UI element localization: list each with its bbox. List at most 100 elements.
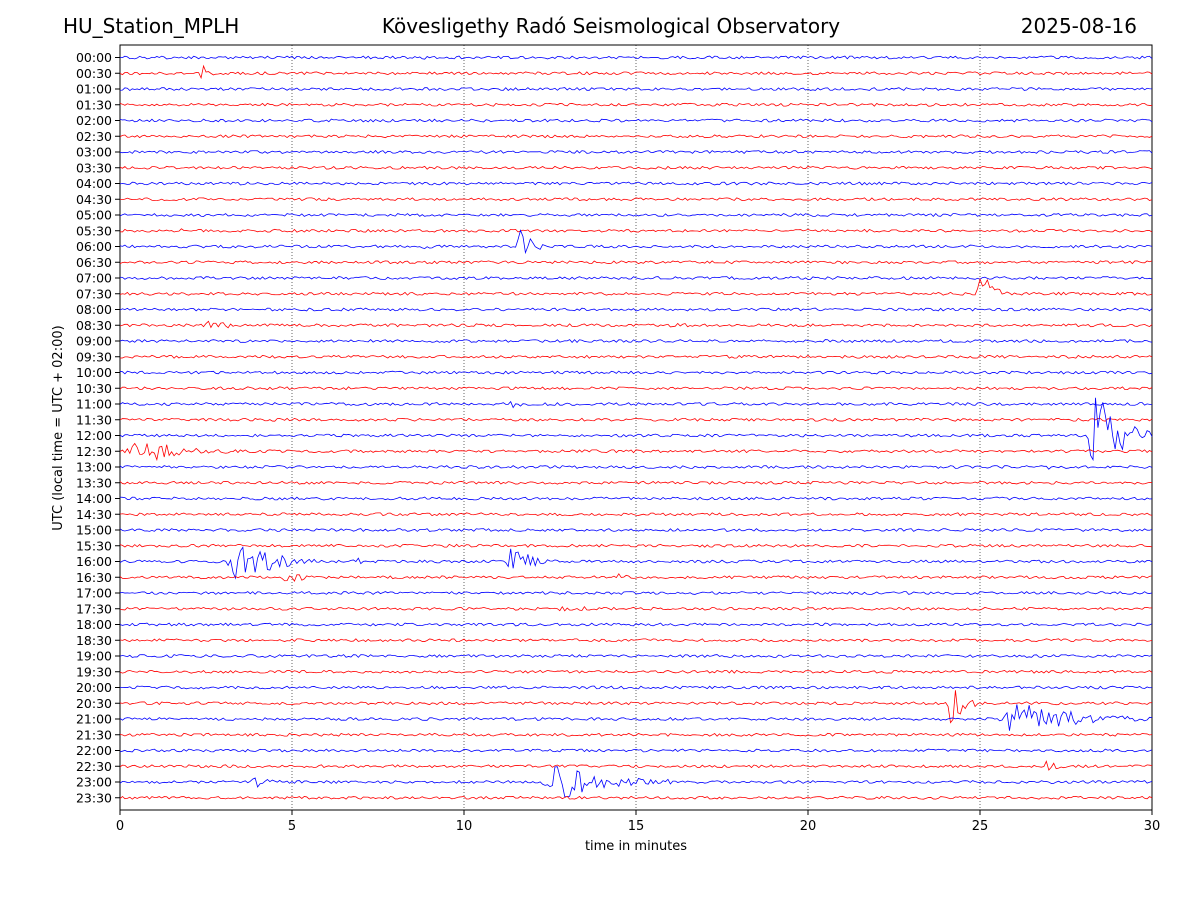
y-tick-label: 17:00 (76, 586, 112, 601)
x-tick-label: 15 (628, 819, 645, 834)
trace-0930 (119, 354, 1153, 359)
trace-2230 (119, 760, 1153, 771)
y-tick-label: 18:30 (76, 633, 112, 648)
y-tick-label: 12:30 (76, 444, 112, 459)
y-tick-label: 04:30 (76, 192, 112, 207)
y-tick-label: 06:00 (76, 239, 112, 254)
y-tick-label: 13:00 (76, 460, 112, 475)
y-tick-label: 05:00 (76, 208, 112, 223)
y-tick-label: 17:30 (76, 601, 112, 616)
trace-2030 (119, 690, 1153, 724)
trace-2130 (119, 732, 1153, 737)
x-tick-label: 0 (116, 819, 124, 834)
trace-1100 (119, 400, 1153, 409)
y-axis: 00:0000:3001:0001:3002:0002:3003:0003:30… (76, 50, 120, 805)
trace-1430 (119, 512, 1153, 517)
trace-0530 (119, 228, 1153, 233)
y-tick-label: 18:00 (76, 617, 112, 632)
trace-0730 (119, 277, 1153, 296)
trace-2000 (119, 685, 1153, 690)
y-tick-label: 11:00 (76, 397, 112, 412)
x-tick-label: 25 (972, 819, 989, 834)
trace-0400 (119, 181, 1153, 186)
y-tick-label: 10:00 (76, 365, 112, 380)
y-tick-label: 06:30 (76, 255, 112, 270)
trace-1630 (119, 573, 1153, 582)
y-tick-label: 03:00 (76, 145, 112, 160)
trace-1300 (119, 465, 1153, 470)
y-tick-label: 21:30 (76, 727, 112, 742)
trace-0600 (119, 229, 1153, 255)
trace-0800 (119, 307, 1153, 312)
trace-1830 (119, 638, 1153, 643)
observatory-title: Kövesligethy Radó Seismological Observat… (381, 14, 841, 38)
trace-0630 (119, 260, 1153, 265)
y-tick-label: 14:30 (76, 507, 112, 522)
trace-2100 (119, 704, 1153, 731)
y-tick-label: 07:00 (76, 271, 112, 286)
x-tick-label: 5 (288, 819, 296, 834)
trace-0130 (119, 102, 1153, 107)
y-tick-label: 13:30 (76, 475, 112, 490)
x-tick-label: 20 (800, 819, 817, 834)
y-tick-label: 15:30 (76, 538, 112, 553)
trace-0300 (119, 150, 1153, 154)
y-tick-label: 07:30 (76, 286, 112, 301)
trace-1600 (119, 546, 1153, 580)
y-tick-label: 05:30 (76, 223, 112, 238)
trace-0830 (119, 320, 1153, 329)
date-title: 2025-08-16 (1020, 14, 1137, 38)
trace-0700 (119, 276, 1153, 280)
x-axis-label: time in minutes (585, 839, 687, 854)
trace-0430 (119, 197, 1153, 202)
y-axis-label: UTC (local time = UTC + 02:00) (51, 325, 66, 530)
x-tick-label: 30 (1144, 819, 1161, 834)
trace-2330 (119, 795, 1153, 800)
y-tick-label: 15:00 (76, 523, 112, 538)
grid-lines (291, 45, 981, 810)
y-tick-label: 02:00 (76, 113, 112, 128)
y-tick-label: 23:30 (76, 790, 112, 805)
traces (119, 55, 1153, 800)
trace-1900 (119, 654, 1153, 658)
y-tick-label: 11:30 (76, 412, 112, 427)
y-tick-label: 14:00 (76, 491, 112, 506)
trace-1800 (119, 622, 1153, 627)
trace-1030 (119, 386, 1153, 391)
trace-1930 (119, 669, 1153, 674)
trace-0900 (119, 339, 1153, 344)
y-tick-label: 04:00 (76, 176, 112, 191)
trace-1200 (119, 397, 1153, 462)
trace-1330 (119, 480, 1153, 485)
trace-1000 (119, 370, 1153, 375)
y-tick-label: 12:00 (76, 428, 112, 443)
trace-0230 (119, 134, 1153, 139)
trace-2200 (119, 748, 1153, 753)
y-tick-label: 09:30 (76, 349, 112, 364)
x-axis: 0 5 10 15 20 25 30 (116, 810, 1160, 834)
trace-1230 (119, 442, 1153, 462)
y-tick-label: 21:00 (76, 712, 112, 727)
y-tick-label: 23:00 (76, 775, 112, 790)
trace-1400 (119, 496, 1153, 501)
trace-1130 (119, 417, 1153, 422)
trace-1500 (119, 528, 1153, 532)
trace-1530 (119, 543, 1153, 548)
trace-0030 (119, 64, 1153, 80)
y-tick-label: 10:30 (76, 381, 112, 396)
y-tick-label: 16:30 (76, 570, 112, 585)
y-tick-label: 20:30 (76, 696, 112, 711)
station-title: HU_Station_MPLH (63, 14, 240, 38)
y-tick-label: 00:00 (76, 50, 112, 65)
y-tick-label: 00:30 (76, 66, 112, 81)
trace-0100 (119, 87, 1153, 92)
y-tick-label: 09:00 (76, 334, 112, 349)
y-tick-label: 03:30 (76, 160, 112, 175)
y-tick-label: 16:00 (76, 554, 112, 569)
y-tick-label: 02:30 (76, 129, 112, 144)
y-tick-label: 22:00 (76, 743, 112, 758)
y-tick-label: 19:30 (76, 664, 112, 679)
y-tick-label: 19:00 (76, 649, 112, 664)
y-tick-label: 08:30 (76, 318, 112, 333)
y-tick-label: 08:00 (76, 302, 112, 317)
